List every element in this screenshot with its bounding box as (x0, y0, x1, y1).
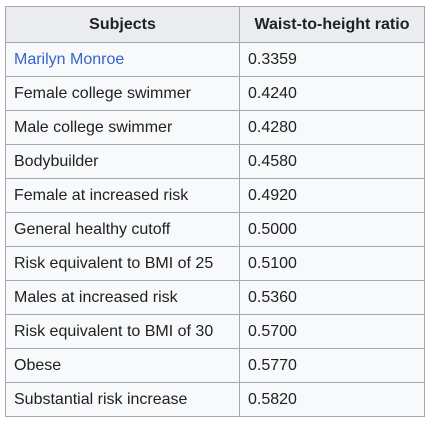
ratio-cell: 0.4240 (239, 76, 425, 111)
table-row: Males at increased risk 0.5360 (5, 280, 425, 315)
ratio-cell: 0.5100 (239, 246, 425, 281)
ratio-cell: 0.5770 (239, 348, 425, 383)
ratio-cell: 0.5360 (239, 280, 425, 315)
table-row: Female at increased risk 0.4920 (5, 178, 425, 213)
table-body: Marilyn Monroe 0.3359 Female college swi… (5, 42, 425, 417)
subject-cell: Substantial risk increase (5, 382, 240, 417)
ratio-cell: 0.5000 (239, 212, 425, 247)
ratio-cell: 0.5820 (239, 382, 425, 417)
subject-cell: Female at increased risk (5, 178, 240, 213)
subject-cell: Risk equivalent to BMI of 30 (5, 314, 240, 349)
table-row: Male college swimmer 0.4280 (5, 110, 425, 145)
table-row: Substantial risk increase 0.5820 (5, 382, 425, 417)
header-row: Subjects Waist-to-height ratio (5, 6, 425, 43)
subject-cell: Obese (5, 348, 240, 383)
subject-cell: Risk equivalent to BMI of 25 (5, 246, 240, 281)
ratio-cell: 0.5700 (239, 314, 425, 349)
ratio-cell: 0.4280 (239, 110, 425, 145)
subject-cell: General healthy cutoff (5, 212, 240, 247)
subject-cell: Bodybuilder (5, 144, 240, 179)
waist-to-height-table: Subjects Waist-to-height ratio Marilyn M… (5, 6, 425, 417)
table-row: Risk equivalent to BMI of 30 0.5700 (5, 314, 425, 349)
table-row: Bodybuilder 0.4580 (5, 144, 425, 179)
subject-link-marilyn-monroe[interactable]: Marilyn Monroe (14, 50, 125, 68)
table-row: Obese 0.5770 (5, 348, 425, 383)
table-row: Risk equivalent to BMI of 25 0.5100 (5, 246, 425, 281)
table-header: Subjects Waist-to-height ratio (5, 6, 425, 43)
table-row: General healthy cutoff 0.5000 (5, 212, 425, 247)
ratio-cell: 0.4920 (239, 178, 425, 213)
subject-cell: Males at increased risk (5, 280, 240, 315)
ratio-cell: 0.4580 (239, 144, 425, 179)
ratio-cell: 0.3359 (239, 42, 425, 77)
table-row: Female college swimmer 0.4240 (5, 76, 425, 111)
subject-cell: Marilyn Monroe (5, 42, 240, 77)
subject-cell: Female college swimmer (5, 76, 240, 111)
header-subjects: Subjects (5, 6, 240, 43)
table-row: Marilyn Monroe 0.3359 (5, 42, 425, 77)
header-waist-to-height-ratio: Waist-to-height ratio (239, 6, 425, 43)
subject-cell: Male college swimmer (5, 110, 240, 145)
